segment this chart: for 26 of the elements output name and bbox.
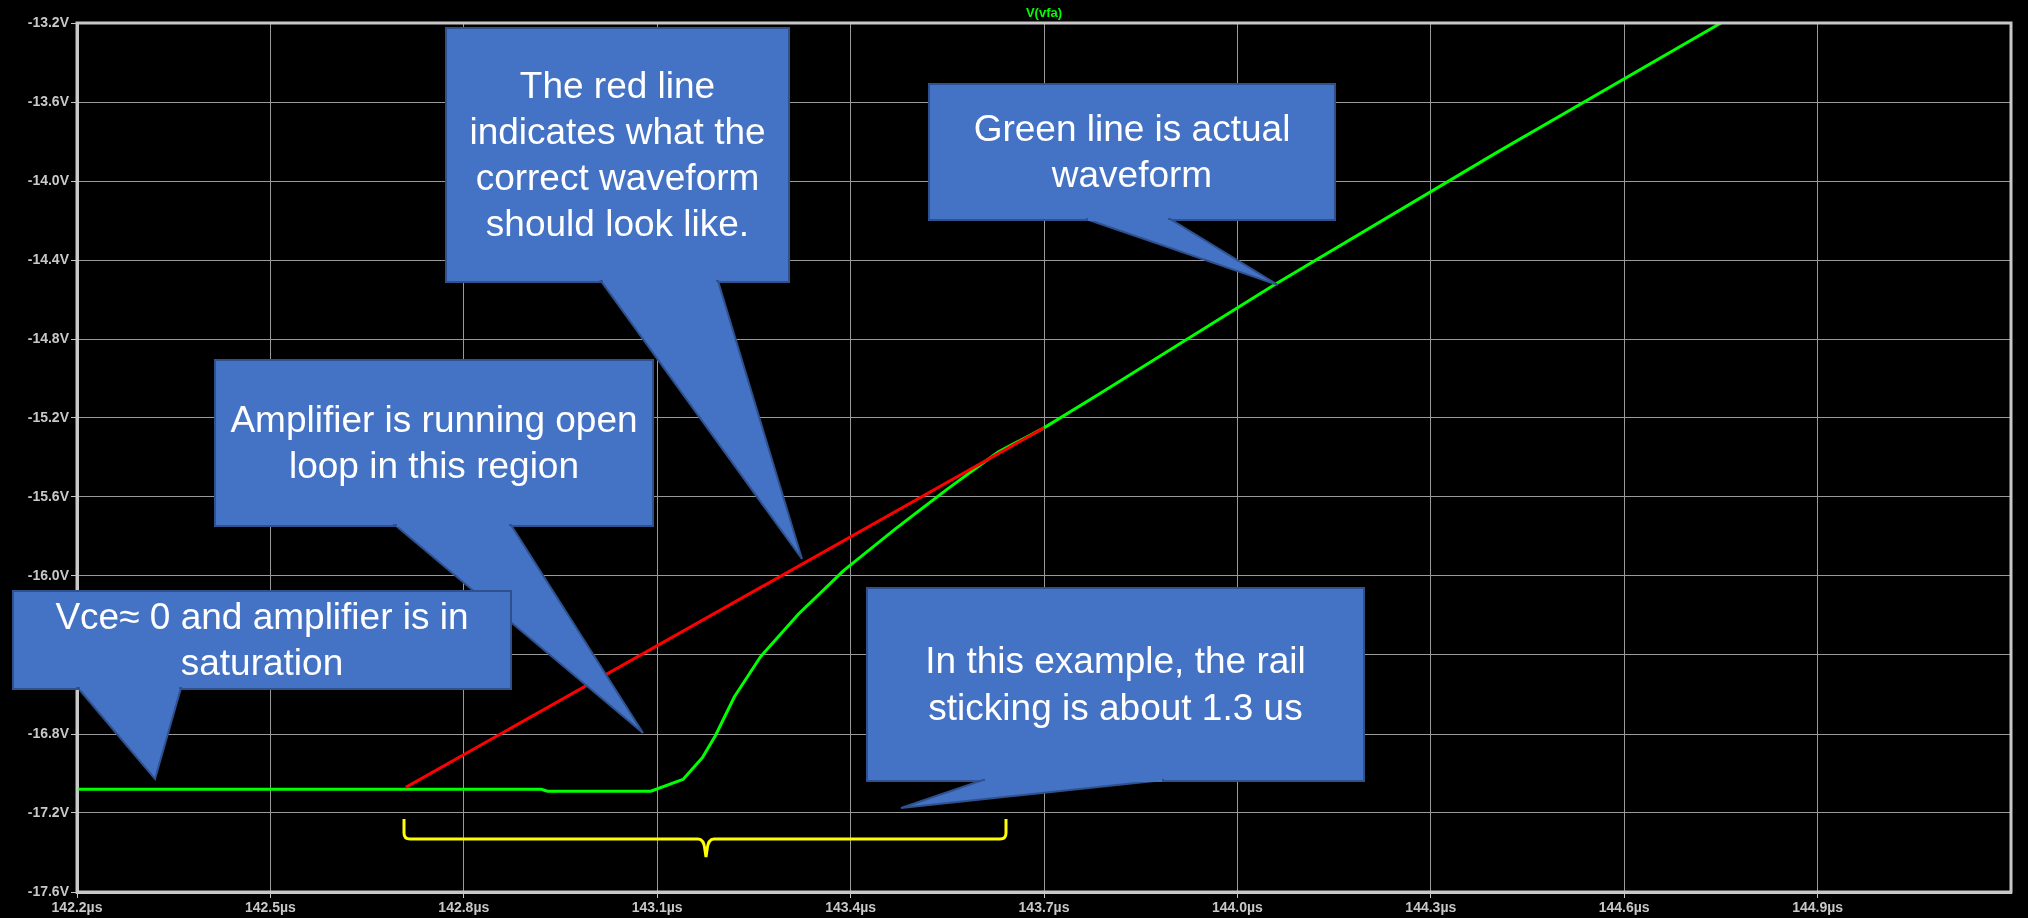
annotation: Green line is actual waveform [929,84,1335,220]
y-tick-label: -13.2V [27,13,70,30]
y-tick-label: -14.0V [27,171,70,188]
x-tick-label: 142.8µs [438,899,490,916]
y-tick-label: -16.8V [27,724,70,741]
annotation: Vce≈ 0 and amplifier is in saturation [13,591,511,689]
annotation: Amplifier is running open loop in this region [215,360,653,526]
y-tick-label: -16.0V [27,566,70,583]
y-tick-label: -17.6V [27,882,70,899]
x-tick-label: 144.9µs [1792,899,1844,916]
x-tick-label: 144.3µs [1405,899,1457,916]
x-tick-label: 143.7µs [1018,899,1070,916]
x-tick-label: 143.1µs [631,899,683,916]
x-tick-label: 144.6µs [1598,899,1650,916]
y-tick-label: -14.8V [27,329,70,346]
y-tick-label: -15.2V [27,408,70,425]
x-tick-label: 144.0µs [1211,899,1264,916]
y-tick-label: -14.4V [27,250,70,267]
annotation: The red line indicates what the correct waveform should look like. [446,28,789,282]
y-tick-label: -17.2V [27,803,70,820]
x-tick-label: 142.2µs [51,899,103,916]
x-tick-label: 142.5µs [244,899,297,916]
text: V(vfa) [1025,4,1063,20]
y-tick-label: -13.6V [27,92,70,109]
x-tick-label: 143.4µs [825,899,877,916]
y-tick-label: -15.6V [27,487,70,504]
